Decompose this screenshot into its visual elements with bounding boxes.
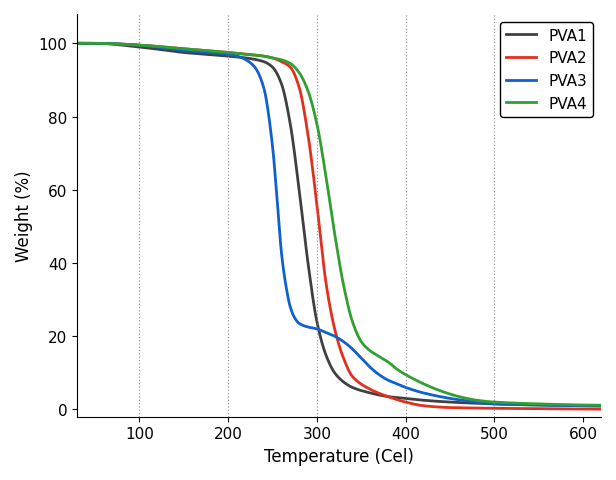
PVA4: [530, 401, 538, 407]
PVA3: [530, 402, 538, 408]
Legend: PVA1, PVA2, PVA3, PVA4: PVA1, PVA2, PVA3, PVA4: [500, 23, 593, 118]
PVA1: [297, 201, 304, 206]
PVA2: [297, 91, 304, 97]
PVA4: [274, 57, 282, 63]
PVA1: [274, 73, 282, 79]
PVA4: [133, 43, 140, 49]
PVA1: [73, 41, 81, 47]
PVA3: [274, 209, 282, 215]
PVA4: [297, 73, 304, 79]
PVA4: [598, 403, 605, 408]
Y-axis label: Weight (%): Weight (%): [15, 170, 33, 262]
PVA1: [598, 403, 605, 409]
PVA1: [164, 48, 172, 54]
PVA3: [164, 47, 172, 52]
X-axis label: Temperature (Cel): Temperature (Cel): [264, 447, 414, 465]
PVA2: [133, 43, 140, 49]
PVA4: [73, 41, 81, 47]
PVA3: [73, 41, 81, 47]
PVA4: [587, 402, 594, 408]
PVA2: [598, 407, 605, 412]
PVA2: [73, 41, 81, 47]
Line: PVA2: PVA2: [77, 44, 601, 409]
PVA3: [598, 403, 605, 409]
Line: PVA1: PVA1: [77, 44, 601, 406]
PVA1: [587, 403, 594, 409]
PVA2: [530, 406, 538, 412]
PVA3: [133, 43, 140, 49]
PVA3: [587, 403, 594, 409]
Line: PVA3: PVA3: [77, 44, 601, 406]
Line: PVA4: PVA4: [77, 44, 601, 406]
PVA2: [164, 46, 172, 51]
PVA4: [164, 46, 172, 51]
PVA1: [133, 45, 140, 50]
PVA3: [297, 322, 304, 327]
PVA2: [274, 58, 282, 64]
PVA1: [530, 402, 538, 408]
PVA2: [587, 407, 594, 412]
